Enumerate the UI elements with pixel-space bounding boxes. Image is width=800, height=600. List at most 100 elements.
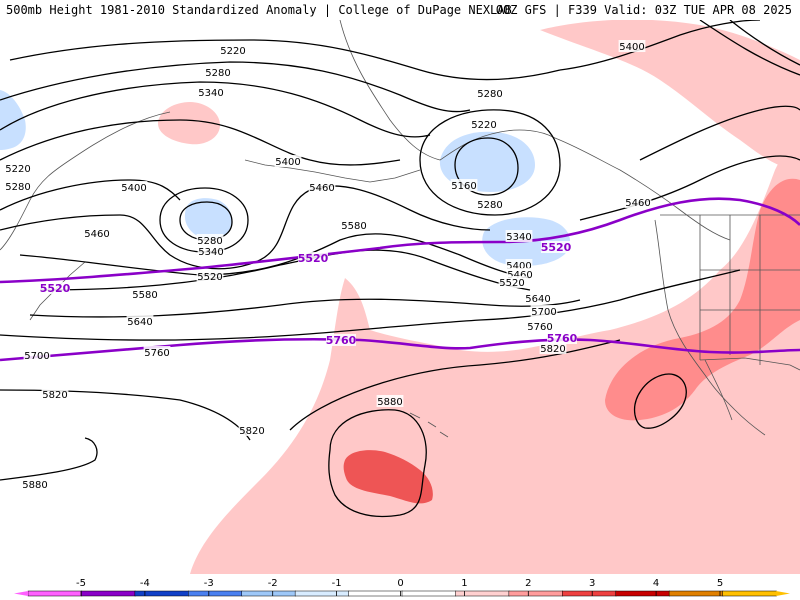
map-title: 500mb Height 1981-2010 Standardized Anom…: [6, 3, 512, 17]
height-label-bg: [23, 349, 51, 361]
legend-left-arrow: [14, 591, 28, 596]
legend-tick-label: 0: [397, 578, 403, 589]
legend-swatch: [508, 590, 564, 597]
anomaly-region-east-pacific: [190, 120, 800, 574]
height-label: 5580: [132, 290, 157, 301]
anomaly-region-siberia: [157, 102, 220, 145]
anomaly-region-northeast: [540, 20, 800, 170]
border-us-mexico: [699, 357, 800, 371]
height-label: 5640: [127, 317, 152, 328]
coastline-aleutians: [244, 159, 421, 183]
highlight-height-label-bg: [40, 282, 70, 294]
contour-5280-north: [0, 61, 471, 113]
height-label-bg: [624, 196, 652, 208]
height-label: 5460: [625, 198, 650, 209]
contour-trough-east-1: [639, 105, 800, 161]
legend-tick-label: -4: [140, 578, 150, 589]
height-label-bg: [618, 40, 646, 52]
contour-5520-highlight: [0, 197, 800, 284]
height-label: 5700: [531, 307, 556, 318]
height-label-bg: [196, 234, 224, 246]
height-label: 5460: [507, 270, 532, 281]
legend-tick-label: -3: [204, 578, 214, 589]
height-label-bg: [505, 230, 533, 242]
height-label: 5400: [121, 183, 146, 194]
height-label-bg: [476, 198, 504, 210]
title-bar: 500mb Height 1981-2010 Standardized Anom…: [0, 0, 800, 20]
contour-trough-east-3: [729, 20, 800, 66]
height-label: 5520: [197, 272, 222, 283]
height-label-bg: [120, 181, 148, 193]
height-label-bg: [376, 395, 404, 407]
height-label: 5280: [477, 89, 502, 100]
highlight-height-label-bg: [298, 252, 328, 264]
height-label: 5700: [24, 351, 49, 362]
height-label-bg: [530, 305, 558, 317]
height-label-bg: [197, 245, 225, 257]
contour-alaska-low-inner: [454, 137, 519, 196]
contour-baja-low: [633, 373, 687, 429]
height-label-bg: [197, 86, 225, 98]
contour-kamchatka-low-1: [159, 187, 249, 253]
legend-swatch: [241, 590, 296, 597]
anomaly-region-kamchatka-low: [184, 198, 233, 239]
highlight-height-label: 5520: [298, 252, 329, 265]
coastline-hawaii: [409, 412, 449, 438]
height-label-bg: [196, 270, 224, 282]
height-label-bg: [4, 162, 32, 174]
height-label: 5400: [619, 42, 644, 53]
highlight-height-label-bg: [541, 241, 571, 253]
height-label-bg: [219, 44, 247, 56]
highlight-height-label: 5760: [547, 332, 578, 345]
height-label: 5220: [220, 46, 245, 57]
height-label: 5580: [341, 221, 366, 232]
height-label-bg: [4, 180, 32, 192]
highlight-height-label: 5760: [326, 334, 357, 347]
anomaly-region-baja: [605, 178, 800, 421]
height-label-bg: [450, 179, 478, 191]
legend-tick-label: 4: [653, 578, 659, 589]
height-label-bg: [476, 87, 504, 99]
height-label-bg: [498, 276, 526, 288]
height-label: 5400: [506, 261, 531, 272]
height-label: 5640: [525, 294, 550, 305]
contour-kamchatka-low-2: [179, 201, 233, 241]
height-label-bg: [539, 342, 567, 354]
legend-tick-label: 5: [717, 578, 723, 589]
legend-tick-labels: -5 -4 -3 -2 -1 0 1 2 3 4 5: [76, 578, 723, 596]
anomaly-region-hawaii: [343, 450, 433, 504]
height-contour-labels: 5220528053405400546054005460528053405520…: [4, 40, 652, 491]
height-label-bg: [274, 155, 302, 167]
anomaly-region-west-edge: [0, 90, 26, 150]
legend-tick-label: -5: [76, 578, 86, 589]
coastline-alaska: [339, 20, 731, 241]
height-label: 5460: [84, 229, 109, 240]
contour-5340-north: [0, 81, 431, 138]
legend-tick-label: -2: [268, 578, 278, 589]
height-contours: [0, 20, 800, 518]
height-label-bg: [131, 288, 159, 300]
height-label: 5220: [5, 164, 30, 175]
legend-swatch: [188, 590, 243, 597]
border-states: [699, 215, 800, 365]
height-label-bg: [41, 388, 69, 400]
contour-5460-west: [0, 185, 491, 270]
height-label: 5820: [42, 390, 67, 401]
legend-swatch: [455, 590, 510, 597]
legend-swatch: [562, 590, 617, 597]
contour-5880-west: [0, 437, 98, 481]
height-label: 5280: [5, 182, 30, 193]
legend-swatch: [134, 590, 190, 597]
contour-5220-north: [9, 39, 561, 81]
height-anomaly-map: 5220528053405400546054005460528053405520…: [0, 20, 800, 574]
legend-tick-label: 3: [589, 578, 595, 589]
anomaly-color-legend: -5 -4 -3 -2 -1 0 1 2 3 4 5: [14, 578, 790, 597]
positive-anomaly-shading: [157, 20, 800, 574]
legend-tick-label: 2: [525, 578, 531, 589]
height-label-bg: [126, 315, 154, 327]
coastlines: [0, 20, 800, 438]
legend-swatch: [401, 590, 457, 597]
legend-right-arrow: [776, 591, 790, 596]
